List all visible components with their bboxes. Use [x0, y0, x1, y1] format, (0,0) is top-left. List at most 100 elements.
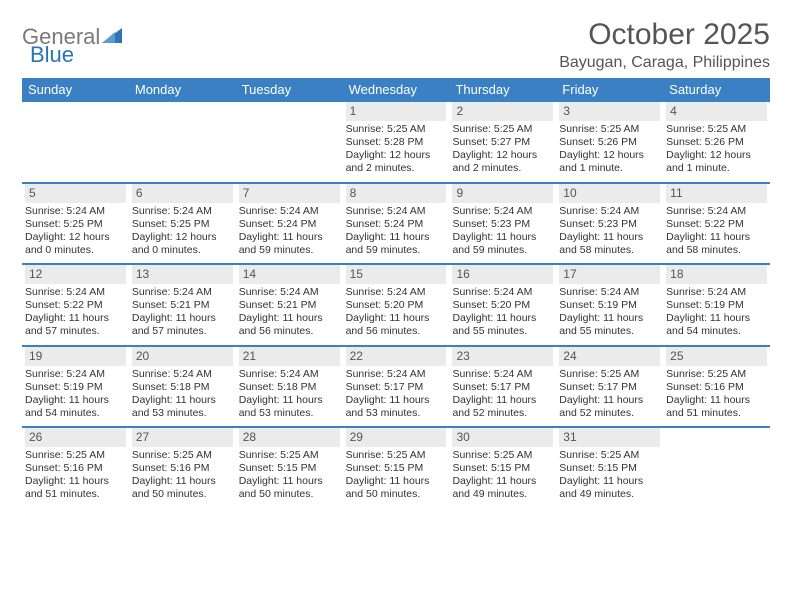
daylight-text: Daylight: 11 hours and 55 minutes.: [452, 312, 553, 338]
day-number: 7: [239, 184, 340, 203]
sunrise-text: Sunrise: 5:25 AM: [132, 449, 233, 462]
day-number: 18: [666, 265, 767, 284]
calendar-day: 16Sunrise: 5:24 AMSunset: 5:20 PMDayligh…: [449, 265, 556, 345]
calendar-day: 9 Sunrise: 5:24 AMSunset: 5:23 PMDaylight…: [449, 184, 556, 264]
sunset-text: Sunset: 5:21 PM: [132, 299, 233, 312]
calendar-day: 25Sunrise: 5:25 AMSunset: 5:16 PMDayligh…: [663, 347, 770, 427]
sunrise-text: Sunrise: 5:24 AM: [346, 368, 447, 381]
daylight-text: Daylight: 12 hours and 0 minutes.: [132, 231, 233, 257]
sunrise-text: Sunrise: 5:25 AM: [346, 449, 447, 462]
day-number: 2: [452, 102, 553, 121]
day-number: [666, 428, 767, 447]
calendar-day: 31Sunrise: 5:25 AMSunset: 5:15 PMDayligh…: [556, 428, 663, 508]
day-number: 28: [239, 428, 340, 447]
sunrise-text: Sunrise: 5:25 AM: [452, 449, 553, 462]
sunset-text: Sunset: 5:25 PM: [25, 218, 126, 231]
day-number: 31: [559, 428, 660, 447]
daylight-text: Daylight: 11 hours and 56 minutes.: [346, 312, 447, 338]
daylight-text: Daylight: 11 hours and 59 minutes.: [239, 231, 340, 257]
sunrise-text: Sunrise: 5:25 AM: [559, 449, 660, 462]
day-number: [239, 102, 340, 121]
day-number: 15: [346, 265, 447, 284]
sunset-text: Sunset: 5:27 PM: [452, 136, 553, 149]
calendar-day: 27Sunrise: 5:25 AMSunset: 5:16 PMDayligh…: [129, 428, 236, 508]
calendar-day: [663, 428, 770, 508]
day-number: 16: [452, 265, 553, 284]
calendar-day: 24Sunrise: 5:25 AMSunset: 5:17 PMDayligh…: [556, 347, 663, 427]
calendar-day: 11Sunrise: 5:24 AMSunset: 5:22 PMDayligh…: [663, 184, 770, 264]
sunset-text: Sunset: 5:23 PM: [559, 218, 660, 231]
sunrise-text: Sunrise: 5:24 AM: [666, 286, 767, 299]
daylight-text: Daylight: 12 hours and 2 minutes.: [452, 149, 553, 175]
daylight-text: Daylight: 11 hours and 56 minutes.: [239, 312, 340, 338]
daylight-text: Daylight: 11 hours and 49 minutes.: [559, 475, 660, 501]
calendar-day: 17Sunrise: 5:24 AMSunset: 5:19 PMDayligh…: [556, 265, 663, 345]
day-header-fri: Friday: [556, 78, 663, 102]
calendar-day: 22Sunrise: 5:24 AMSunset: 5:17 PMDayligh…: [343, 347, 450, 427]
daylight-text: Daylight: 12 hours and 2 minutes.: [346, 149, 447, 175]
sunrise-text: Sunrise: 5:24 AM: [666, 205, 767, 218]
sunrise-text: Sunrise: 5:25 AM: [239, 449, 340, 462]
daylight-text: Daylight: 11 hours and 51 minutes.: [25, 475, 126, 501]
sunrise-text: Sunrise: 5:24 AM: [132, 368, 233, 381]
calendar-week: 1Sunrise: 5:25 AMSunset: 5:28 PMDaylight…: [22, 102, 770, 182]
sunrise-text: Sunrise: 5:25 AM: [25, 449, 126, 462]
sunrise-text: Sunrise: 5:24 AM: [452, 205, 553, 218]
title-block: October 2025 Bayugan, Caraga, Philippine…: [559, 18, 770, 72]
day-number: 10: [559, 184, 660, 203]
sunset-text: Sunset: 5:25 PM: [132, 218, 233, 231]
calendar-day: 10Sunrise: 5:24 AMSunset: 5:23 PMDayligh…: [556, 184, 663, 264]
day-number: 17: [559, 265, 660, 284]
calendar-day: 12Sunrise: 5:24 AMSunset: 5:22 PMDayligh…: [22, 265, 129, 345]
daylight-text: Daylight: 11 hours and 57 minutes.: [25, 312, 126, 338]
day-number: [25, 102, 126, 121]
calendar-header-row: Sunday Monday Tuesday Wednesday Thursday…: [22, 78, 770, 102]
daylight-text: Daylight: 11 hours and 52 minutes.: [559, 394, 660, 420]
daylight-text: Daylight: 12 hours and 1 minute.: [666, 149, 767, 175]
sunset-text: Sunset: 5:16 PM: [132, 462, 233, 475]
day-number: 25: [666, 347, 767, 366]
daylight-text: Daylight: 11 hours and 59 minutes.: [452, 231, 553, 257]
sunset-text: Sunset: 5:15 PM: [346, 462, 447, 475]
sunset-text: Sunset: 5:17 PM: [559, 381, 660, 394]
daylight-text: Daylight: 11 hours and 49 minutes.: [452, 475, 553, 501]
day-number: 26: [25, 428, 126, 447]
sunrise-text: Sunrise: 5:24 AM: [452, 286, 553, 299]
calendar-day: 21Sunrise: 5:24 AMSunset: 5:18 PMDayligh…: [236, 347, 343, 427]
calendar-day: 28Sunrise: 5:25 AMSunset: 5:15 PMDayligh…: [236, 428, 343, 508]
daylight-text: Daylight: 11 hours and 59 minutes.: [346, 231, 447, 257]
calendar-day: 15Sunrise: 5:24 AMSunset: 5:20 PMDayligh…: [343, 265, 450, 345]
sunrise-text: Sunrise: 5:25 AM: [666, 368, 767, 381]
sunset-text: Sunset: 5:19 PM: [666, 299, 767, 312]
logo-text-blue: Blue: [30, 42, 74, 68]
daylight-text: Daylight: 11 hours and 58 minutes.: [666, 231, 767, 257]
calendar-day: 7Sunrise: 5:24 AMSunset: 5:24 PMDaylight…: [236, 184, 343, 264]
day-number: 23: [452, 347, 553, 366]
calendar-page: General October 2025 Bayugan, Caraga, Ph…: [0, 0, 792, 508]
calendar-day: 5Sunrise: 5:24 AMSunset: 5:25 PMDaylight…: [22, 184, 129, 264]
sunset-text: Sunset: 5:18 PM: [239, 381, 340, 394]
daylight-text: Daylight: 11 hours and 51 minutes.: [666, 394, 767, 420]
sunrise-text: Sunrise: 5:25 AM: [346, 123, 447, 136]
sunset-text: Sunset: 5:21 PM: [239, 299, 340, 312]
sunrise-text: Sunrise: 5:24 AM: [346, 205, 447, 218]
logo-triangle-icon: [102, 26, 122, 49]
daylight-text: Daylight: 11 hours and 52 minutes.: [452, 394, 553, 420]
daylight-text: Daylight: 11 hours and 53 minutes.: [346, 394, 447, 420]
sunset-text: Sunset: 5:19 PM: [559, 299, 660, 312]
sunset-text: Sunset: 5:23 PM: [452, 218, 553, 231]
sunset-text: Sunset: 5:26 PM: [666, 136, 767, 149]
sunset-text: Sunset: 5:22 PM: [25, 299, 126, 312]
daylight-text: Daylight: 11 hours and 54 minutes.: [25, 394, 126, 420]
daylight-text: Daylight: 11 hours and 57 minutes.: [132, 312, 233, 338]
calendar-day: 4Sunrise: 5:25 AMSunset: 5:26 PMDaylight…: [663, 102, 770, 182]
daylight-text: Daylight: 11 hours and 54 minutes.: [666, 312, 767, 338]
sunrise-text: Sunrise: 5:24 AM: [239, 205, 340, 218]
calendar-day: [236, 102, 343, 182]
day-number: 9: [452, 184, 553, 203]
sunrise-text: Sunrise: 5:24 AM: [132, 205, 233, 218]
sunrise-text: Sunrise: 5:24 AM: [559, 286, 660, 299]
day-number: 22: [346, 347, 447, 366]
calendar-week: 26Sunrise: 5:25 AMSunset: 5:16 PMDayligh…: [22, 426, 770, 508]
sunrise-text: Sunrise: 5:24 AM: [25, 286, 126, 299]
